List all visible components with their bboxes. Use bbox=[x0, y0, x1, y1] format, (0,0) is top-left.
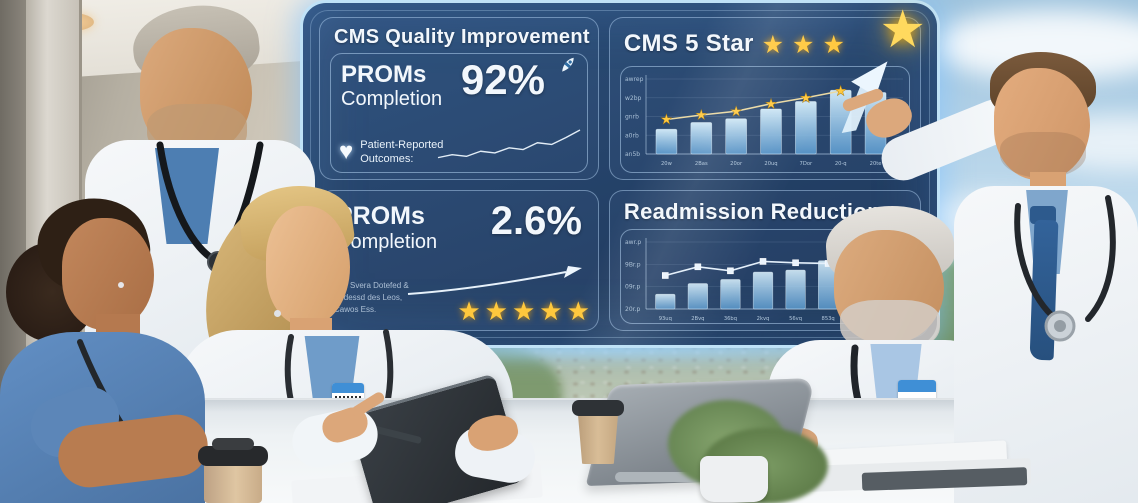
svg-text:56vq: 56vq bbox=[789, 316, 802, 322]
metric-value: 2.6% bbox=[490, 199, 582, 244]
fineprint-text: Pes Svera Dotefed & Sodessd des Leos, Ca… bbox=[334, 280, 409, 316]
earring bbox=[274, 310, 281, 317]
svg-text:20or: 20or bbox=[730, 161, 743, 167]
svg-text:9Br.p: 9Br.p bbox=[625, 262, 641, 269]
earring bbox=[118, 282, 124, 288]
panel-title: CMS 5 Star bbox=[623, 30, 754, 57]
note-line: Patient-Reported bbox=[360, 138, 444, 151]
svg-text:awrep: awrep bbox=[625, 76, 644, 83]
panel-proms-completion-2: PROMs Completion 2.6% Pes Svera Dotefed … bbox=[319, 190, 599, 331]
svg-text:awr.p: awr.p bbox=[625, 239, 641, 246]
svg-text:20te: 20te bbox=[870, 161, 882, 167]
svg-text:★: ★ bbox=[730, 104, 743, 120]
face bbox=[62, 218, 154, 330]
panel-title: Readmission Reduction bbox=[623, 199, 881, 225]
stethoscope bbox=[1014, 195, 1116, 342]
svg-text:7Dor: 7Dor bbox=[799, 161, 812, 167]
svg-text:2Bas: 2Bas bbox=[695, 161, 708, 167]
proms-completion-card: PROMs Completion 92% ♥ Patient-Reported bbox=[330, 53, 588, 174]
proms-sparkline-chart bbox=[437, 129, 581, 159]
svg-text:2kvq: 2kvq bbox=[757, 316, 770, 322]
metric-label: Completion bbox=[341, 88, 443, 111]
heart-icon: ♥ bbox=[339, 137, 354, 165]
svg-text:w2bp: w2bp bbox=[625, 95, 642, 102]
svg-text:★: ★ bbox=[834, 84, 847, 100]
svg-text:36bq: 36bq bbox=[724, 316, 737, 322]
note-line: Outcomes: bbox=[360, 152, 414, 165]
svg-text:2Bvq: 2Bvq bbox=[691, 316, 704, 322]
face bbox=[266, 206, 350, 326]
star-icon: ★ bbox=[792, 30, 815, 59]
svg-text:20uq: 20uq bbox=[764, 161, 777, 167]
svg-text:853q: 853q bbox=[821, 316, 834, 322]
coffee-cup-lid bbox=[198, 446, 268, 466]
svg-text:20r.p: 20r.p bbox=[625, 306, 640, 313]
svg-text:★: ★ bbox=[695, 108, 708, 124]
metric-value: 92% bbox=[460, 56, 545, 103]
figure-doctor-standing-right bbox=[940, 40, 1138, 503]
panel-cms-quality-improvement: CMS Quality Improvement PROMs Completion… bbox=[319, 17, 599, 181]
svg-text:93uq: 93uq bbox=[659, 316, 672, 322]
metric-label: Completion bbox=[336, 230, 438, 253]
panel-cms-5-star: CMS 5 Star ★ ★ ★ ★ an5b a0rb gnrb w2bp awrep… bbox=[608, 4, 926, 181]
cms5-header: CMS 5 Star ★ ★ ★ ★ bbox=[620, 4, 926, 66]
star-icon: ★ bbox=[457, 296, 481, 326]
svg-text:★: ★ bbox=[660, 112, 673, 128]
star-icon: ★ bbox=[539, 296, 563, 326]
svg-text:09r.p: 09r.p bbox=[625, 284, 640, 291]
fineprint-line: Sodessd des Leos, bbox=[334, 293, 403, 302]
big-star-icon: ★ bbox=[879, 1, 926, 59]
panel-title: CMS Quality Improvement bbox=[334, 26, 590, 48]
fineprint-line: Cawos Ess. bbox=[334, 305, 377, 314]
coffee-cup bbox=[204, 460, 262, 503]
rising-arrow-icon bbox=[407, 266, 582, 295]
svg-text:an5b: an5b bbox=[625, 151, 640, 158]
svg-text:gnrb: gnrb bbox=[625, 114, 639, 121]
five-star-rating: ★ ★ ★ ★ ★ bbox=[457, 298, 590, 324]
svg-text:★: ★ bbox=[799, 90, 812, 106]
star-icon: ★ bbox=[761, 30, 785, 59]
face bbox=[994, 68, 1090, 180]
metric-label: PROMs bbox=[341, 61, 427, 88]
coffee-cup-lid bbox=[572, 400, 624, 416]
svg-text:20-q: 20-q bbox=[835, 161, 847, 167]
stubble bbox=[1000, 132, 1086, 178]
svg-text:★: ★ bbox=[765, 96, 778, 112]
figure-nurse bbox=[0, 182, 212, 503]
plant-pot bbox=[700, 456, 768, 502]
svg-text:20w: 20w bbox=[661, 161, 673, 167]
table-edge-shadow bbox=[0, 398, 1138, 412]
star-icon: ★ bbox=[822, 30, 845, 59]
patient-reported-note: ♥ Patient-Reported Outcomes: bbox=[339, 138, 443, 167]
rocket-icon bbox=[562, 57, 574, 72]
fineprint-line: Pes Svera Dotefed & bbox=[334, 281, 409, 290]
star-icon: ★ bbox=[566, 296, 590, 326]
svg-text:a0rb: a0rb bbox=[625, 132, 639, 139]
coffee-cup-lid-top bbox=[212, 438, 254, 450]
star-icon: ★ bbox=[484, 296, 508, 326]
coffee-cup bbox=[577, 412, 619, 464]
star-icon: ★ bbox=[511, 296, 536, 326]
tie-knot bbox=[1030, 206, 1056, 224]
